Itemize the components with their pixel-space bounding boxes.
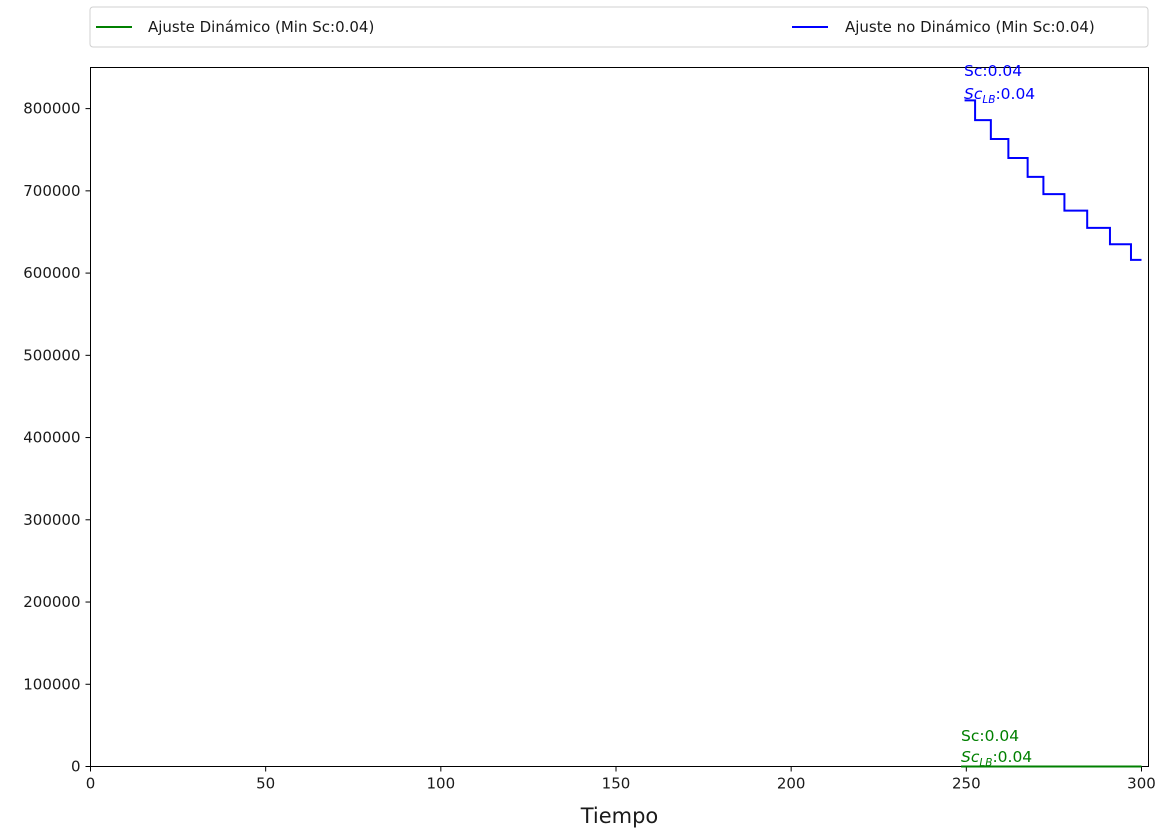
y-tick-label: 800000 bbox=[23, 100, 80, 118]
plot-area bbox=[90, 67, 1149, 767]
legend-frame bbox=[89, 6, 1149, 48]
x-tick-label: 200 bbox=[777, 775, 806, 793]
annotation-sclb-prefix: Sc bbox=[961, 748, 980, 766]
y-axis-ticks: 0 100000 200000 300000 400000 500000 600000 700… bbox=[23, 100, 91, 776]
annotation-no-dinamico: Sc:0.04 ScLB:0.04 bbox=[964, 62, 1035, 106]
annotation-dinamico: Sc:0.04 ScLB:0.04 bbox=[961, 727, 1032, 769]
y-tick-label: 500000 bbox=[23, 346, 80, 364]
annotation-sclb-sub: LB bbox=[979, 757, 992, 769]
y-tick-label: 300000 bbox=[23, 511, 80, 529]
x-tick-label: 50 bbox=[256, 775, 275, 793]
x-tick-label: 0 bbox=[86, 775, 96, 793]
y-tick-label: 400000 bbox=[23, 429, 80, 447]
legend-label-dinamico: Ajuste Dinámico (Min Sc:0.04) bbox=[148, 18, 374, 36]
x-tick-label: 150 bbox=[602, 775, 631, 793]
annotation-sclb-sub: LB bbox=[982, 94, 995, 106]
annotation-sclb-dinamico: ScLB:0.04 bbox=[961, 748, 1032, 769]
annotation-sclb-prefix: Sc bbox=[964, 85, 983, 103]
x-tick-label: 300 bbox=[1127, 775, 1156, 793]
y-tick-label: 0 bbox=[71, 758, 81, 776]
annotation-sc-no-dinamico: Sc:0.04 bbox=[964, 62, 1022, 80]
series-line-no-dinamico bbox=[964, 99, 1142, 261]
x-tick-label: 250 bbox=[952, 775, 981, 793]
annotation-sclb-value: :0.04 bbox=[995, 85, 1035, 103]
legend: Ajuste Dinámico (Min Sc:0.04) Ajuste no … bbox=[89, 6, 1149, 48]
y-tick-label: 200000 bbox=[23, 593, 80, 611]
annotation-sclb-no-dinamico: ScLB:0.04 bbox=[964, 85, 1035, 106]
y-tick-label: 600000 bbox=[23, 264, 80, 282]
y-tick-label: 700000 bbox=[23, 182, 80, 200]
annotation-sc-dinamico: Sc:0.04 bbox=[961, 727, 1019, 745]
y-tick-label: 100000 bbox=[23, 675, 80, 693]
x-axis-label: Tiempo bbox=[580, 804, 659, 828]
x-tick-label: 100 bbox=[427, 775, 456, 793]
annotation-sclb-value: :0.04 bbox=[992, 748, 1032, 766]
legend-label-no-dinamico: Ajuste no Dinámico (Min Sc:0.04) bbox=[845, 18, 1095, 36]
x-axis-ticks: 0 50 100 150 200 250 300 bbox=[86, 766, 1156, 793]
